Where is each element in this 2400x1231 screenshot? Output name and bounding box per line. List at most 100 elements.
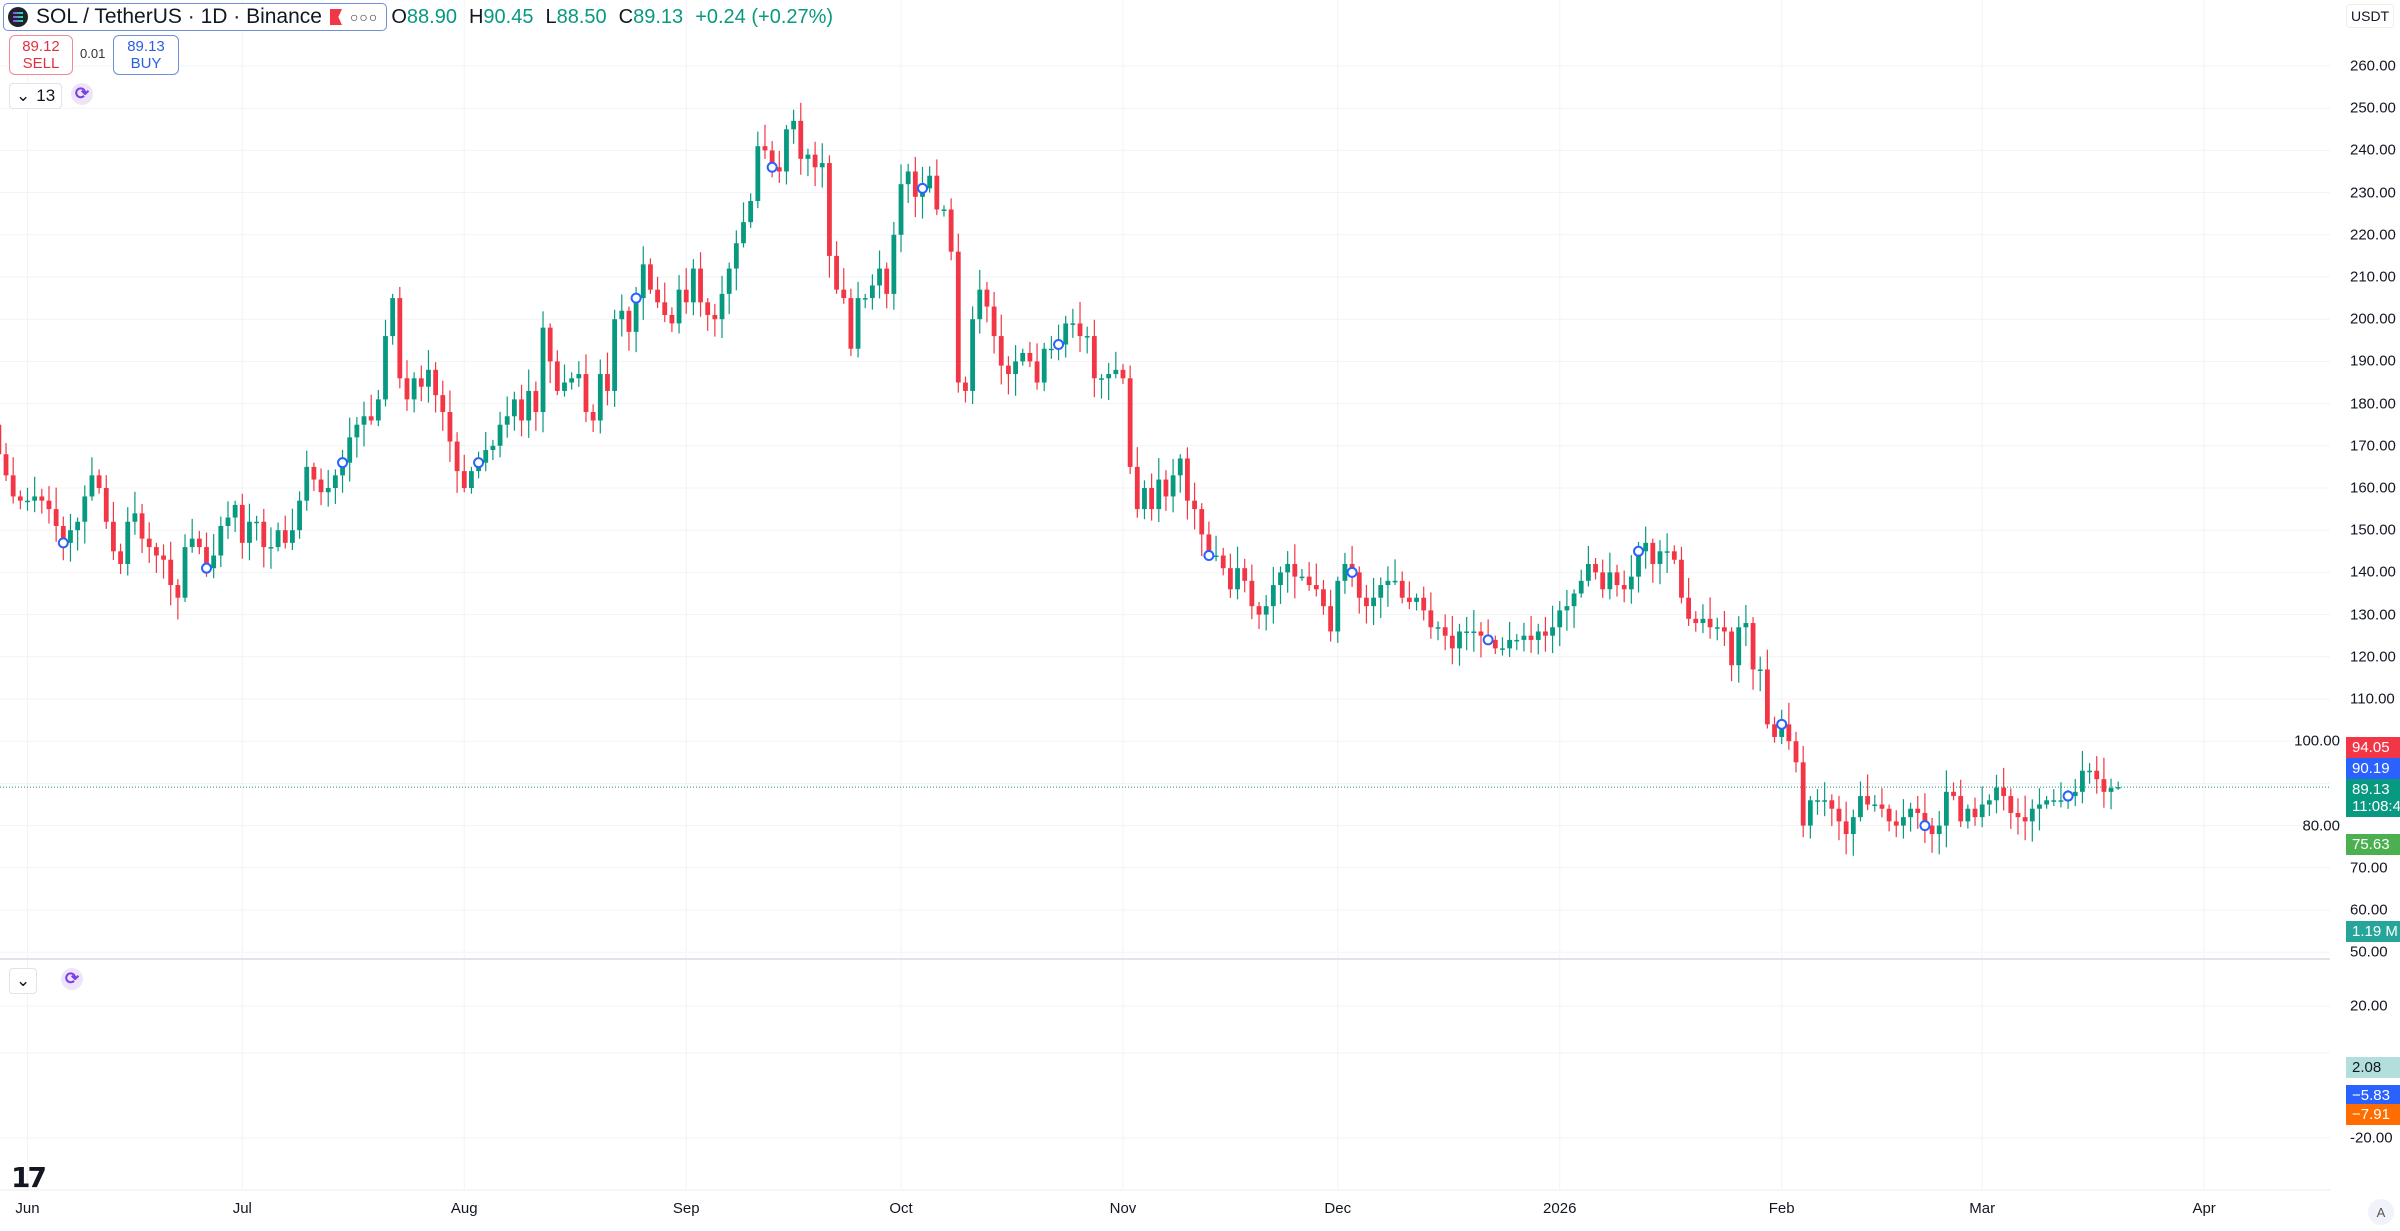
candle-body [597, 374, 603, 421]
candle-body [404, 378, 410, 400]
candle-body [1800, 762, 1806, 826]
candle-body [1521, 635, 1527, 640]
candle-body [1535, 631, 1541, 640]
candle-body [1822, 800, 1828, 802]
candle-body [1206, 534, 1212, 556]
candle-body [1836, 808, 1842, 822]
candle-body [1621, 585, 1627, 590]
event-marker [1203, 550, 1215, 562]
candle-body [1843, 821, 1849, 835]
candle-body [626, 310, 632, 332]
candle-body [1943, 791, 1949, 826]
flag-icon[interactable] [329, 9, 342, 25]
candle-body [1507, 639, 1513, 649]
candle-body [1328, 606, 1334, 632]
sell-button[interactable]: 89.12 SELL [9, 35, 73, 75]
candle-body [25, 500, 30, 503]
indicator-count: 13 [36, 86, 56, 105]
candle-body [1048, 348, 1054, 351]
candle-body [132, 513, 138, 522]
candle-body [1557, 610, 1563, 628]
candle-body [1958, 796, 1964, 822]
candle-body [60, 525, 66, 543]
candle-body [1807, 800, 1813, 826]
indicators-toggle[interactable]: ⌄ 13 [9, 83, 63, 109]
candle-body [955, 251, 961, 383]
price-axis-tick: 260.00 [2350, 57, 2396, 75]
price-chart[interactable] [0, 0, 2330, 1231]
candle-body [1858, 796, 1863, 818]
candle-body [146, 538, 152, 548]
ellipsis-icon[interactable]: ○○○ [349, 9, 379, 25]
candle-body [1378, 585, 1384, 598]
candle-body [1793, 741, 1799, 763]
currency-button[interactable]: USDT [2346, 4, 2395, 28]
price-axis-tick: 50.00 [2350, 943, 2388, 961]
close-label: C [618, 5, 634, 28]
oscillator-value-label: −7.91 [2346, 1104, 2400, 1125]
sell-price: 89.12 [22, 38, 60, 55]
price-label: 94.05 [2346, 737, 2400, 758]
solana-logo-icon [8, 7, 28, 27]
price-axis-tick: 200.00 [2350, 310, 2396, 328]
candle-body [0, 424, 2, 455]
candle-body [196, 538, 202, 548]
candle-body [1414, 597, 1419, 602]
candle-body [433, 369, 439, 396]
candle-body [963, 382, 968, 391]
candle-body [1249, 580, 1255, 607]
candle-body [218, 525, 224, 556]
candle-body [497, 424, 503, 446]
candle-body [1392, 580, 1398, 583]
candle-body [118, 551, 123, 564]
candle-body [204, 547, 209, 569]
buy-price: 89.13 [127, 38, 165, 55]
candle-body [891, 234, 897, 294]
candle-body [1543, 631, 1548, 636]
candle-body [1636, 551, 1641, 577]
candle-body [1936, 825, 1942, 835]
tradingview-logo[interactable]: 17 [11, 1161, 47, 1194]
candle-body [562, 382, 567, 391]
candle-body [877, 268, 882, 286]
auto-scale-button[interactable]: A [2368, 1199, 2394, 1225]
event-marker [630, 292, 642, 304]
symbol-title-box[interactable]: SOL / TetherUS · 1D · Binance ○○○ [3, 3, 388, 31]
candle-body [726, 268, 732, 294]
candle-body [912, 171, 918, 197]
candle-body [311, 466, 317, 480]
candle-body [683, 289, 689, 303]
candle-body [361, 416, 367, 425]
time-axis-label: Oct [889, 1200, 913, 1217]
candle-body [1270, 585, 1276, 607]
candle-body [848, 298, 854, 349]
candle-body [526, 390, 532, 421]
candle-body [304, 466, 310, 501]
candle-body [383, 336, 388, 400]
candle-body [2001, 787, 2007, 797]
candle-body [454, 441, 460, 472]
candle-body [1593, 563, 1598, 573]
candle-body [1893, 821, 1899, 826]
oscillator-value-label: 2.08 [2346, 1057, 2400, 1078]
symbol-title: SOL / TetherUS · 1D · Binance [36, 5, 322, 28]
candle-body [1091, 336, 1097, 379]
candle-body [1120, 369, 1126, 379]
lower-pane-collapse-button[interactable]: ⌄ [9, 968, 38, 994]
candle-body [1700, 618, 1706, 624]
sync-icon[interactable]: ⟳ [71, 83, 93, 105]
candle-body [325, 488, 331, 493]
buy-button[interactable]: 89.13 BUY [113, 35, 179, 75]
candle-body [418, 378, 424, 387]
close-value: 89.13 [633, 5, 684, 28]
sync-icon[interactable]: ⟳ [61, 968, 83, 990]
candle-body [1156, 479, 1162, 510]
candle-body [941, 209, 947, 211]
candle-body [1743, 623, 1749, 628]
candle-body [884, 268, 890, 294]
candle-body [1908, 808, 1913, 818]
candle-body [1478, 631, 1484, 636]
candle-body [569, 378, 575, 383]
candle-body [576, 374, 582, 379]
candle-body [1951, 791, 1956, 797]
